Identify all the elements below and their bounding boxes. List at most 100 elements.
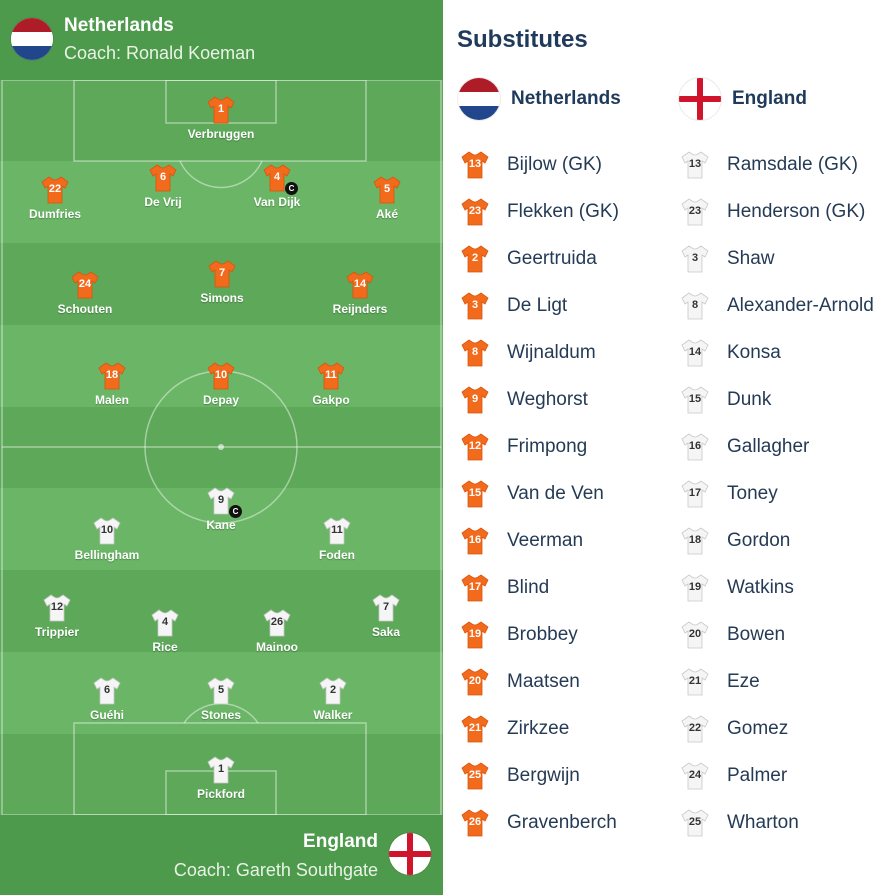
shirt-icon: 18 <box>97 361 127 391</box>
shirt-icon: 20 <box>680 620 710 650</box>
player-marker[interactable]: 6 Guéhi <box>62 676 152 722</box>
shirt-number: 17 <box>688 487 702 499</box>
player-name: Aké <box>375 207 398 221</box>
shirt-number: 8 <box>471 346 479 358</box>
player-marker[interactable]: 4 Rice <box>120 608 210 654</box>
shirt-number: 21 <box>688 675 702 687</box>
shirt-number: 22 <box>48 183 62 195</box>
shirt-icon: 3 <box>460 291 490 321</box>
shirt-number: 11 <box>325 369 337 381</box>
shirt-number: 9 <box>217 494 225 506</box>
shirt-icon: 9 <box>460 385 490 415</box>
player-marker[interactable]: 10 Bellingham <box>62 516 152 562</box>
home-coach: Coach: Ronald Koeman <box>64 43 256 63</box>
substitute-name: Gordon <box>727 530 791 551</box>
shirt-number: 7 <box>382 601 390 613</box>
player-name: Stones <box>200 708 241 722</box>
player-marker[interactable]: 11 Gakpo <box>286 361 376 407</box>
substitute-name: Henderson (GK) <box>727 201 866 222</box>
subs-away-name: England <box>732 88 807 109</box>
shirt-icon: 23 <box>460 197 490 227</box>
player-marker[interactable]: 10 Depay <box>176 361 266 407</box>
shirt-icon: 15 <box>460 479 490 509</box>
player-name: Van Dijk <box>253 195 301 209</box>
player-name: Guéhi <box>89 708 124 722</box>
shirt-icon: 16 <box>680 432 710 462</box>
shirt-icon: 22 <box>40 175 70 205</box>
player-marker[interactable]: 1 Verbruggen <box>176 95 266 141</box>
player-marker[interactable]: 5 Stones <box>176 676 266 722</box>
player-name: Reijnders <box>332 302 388 316</box>
player-marker[interactable]: 5 Aké <box>342 175 432 221</box>
player-marker[interactable]: 2 Walker <box>288 676 378 722</box>
shirt-number: 13 <box>688 158 702 170</box>
shirt-number: 21 <box>468 722 482 734</box>
substitute-name: Toney <box>727 483 778 504</box>
shirt-number: 11 <box>331 524 343 536</box>
england-flag-icon <box>389 833 431 875</box>
england-flag-icon <box>679 78 721 120</box>
player-marker[interactable]: 26 Mainoo <box>232 608 322 654</box>
shirt-number: 19 <box>688 581 702 593</box>
shirt-number: 7 <box>218 267 226 279</box>
shirt-icon: 18 <box>680 526 710 556</box>
shirt-icon: 10 <box>206 361 236 391</box>
shirt-icon: 11 <box>316 361 346 391</box>
player-marker[interactable]: 24 Schouten <box>40 270 130 316</box>
player-marker[interactable]: 6 De Vrij <box>118 163 208 209</box>
shirt-number: 3 <box>471 299 479 311</box>
substitute-name: Shaw <box>727 248 775 269</box>
shirt-icon: 23 <box>680 197 710 227</box>
shirt-number: 10 <box>214 369 228 381</box>
substitute-name: Gravenberch <box>507 812 617 833</box>
substitute-name: Konsa <box>727 342 781 363</box>
player-marker[interactable]: 7 Saka <box>341 593 431 639</box>
player-marker[interactable]: 7 Simons <box>177 259 267 305</box>
shirt-number: 20 <box>468 675 482 687</box>
substitute-name: Watkins <box>727 577 794 598</box>
player-marker[interactable]: 22 Dumfries <box>10 175 100 221</box>
away-team-header: England Coach: Gareth Southgate <box>0 815 443 895</box>
substitute-name: Gomez <box>727 718 789 739</box>
shirt-icon: 25 <box>460 761 490 791</box>
shirt-icon: 3 <box>680 244 710 274</box>
home-team-name: Netherlands <box>64 15 174 36</box>
shirt-icon: 14 <box>680 338 710 368</box>
shirt-number: 2 <box>471 252 479 264</box>
player-name: Kane <box>206 518 236 532</box>
shirt-icon: 16 <box>460 526 490 556</box>
shirt-icon: 1 <box>206 755 236 785</box>
substitute-name: Wijnaldum <box>507 342 596 363</box>
player-marker[interactable]: 14 Reijnders <box>315 270 405 316</box>
shirt-number: 24 <box>78 278 92 290</box>
player-name: Rice <box>152 640 178 654</box>
shirt-icon: 21 <box>460 714 490 744</box>
shirt-number: 4 <box>273 171 281 183</box>
shirt-icon: 4 <box>150 608 180 638</box>
player-name: Gakpo <box>312 393 350 407</box>
shirt-icon: 24 <box>70 270 100 300</box>
player-marker[interactable]: 12 Trippier <box>12 593 102 639</box>
shirt-icon: 6 <box>148 163 178 193</box>
shirt-number: 5 <box>383 183 391 195</box>
shirt-number: 8 <box>691 299 699 311</box>
shirt-icon: 21 <box>680 667 710 697</box>
player-marker[interactable]: 18 Malen <box>67 361 157 407</box>
substitute-name: Dunk <box>727 389 772 410</box>
shirt-number: 18 <box>105 369 119 381</box>
player-name: Simons <box>200 291 244 305</box>
netherlands-flag-icon <box>11 18 53 60</box>
shirt-number: 9 <box>471 393 479 405</box>
shirt-number: 24 <box>688 769 702 781</box>
player-marker[interactable]: 1 Pickford <box>176 755 266 801</box>
netherlands-flag-icon <box>458 78 500 120</box>
shirt-icon: 20 <box>460 667 490 697</box>
substitute-name: Flekken (GK) <box>507 201 619 222</box>
player-marker[interactable]: 4 C Van Dijk <box>232 163 322 209</box>
shirt-number: 16 <box>468 534 482 546</box>
player-marker[interactable]: 11 Foden <box>292 516 382 562</box>
player-marker[interactable]: 9 C Kane <box>176 486 266 532</box>
lineup-pitch: Netherlands Coach: Ronald Koeman 1 Verbru… <box>0 0 443 895</box>
captain-badge-icon: C <box>229 505 242 518</box>
shirt-icon: 2 <box>460 244 490 274</box>
